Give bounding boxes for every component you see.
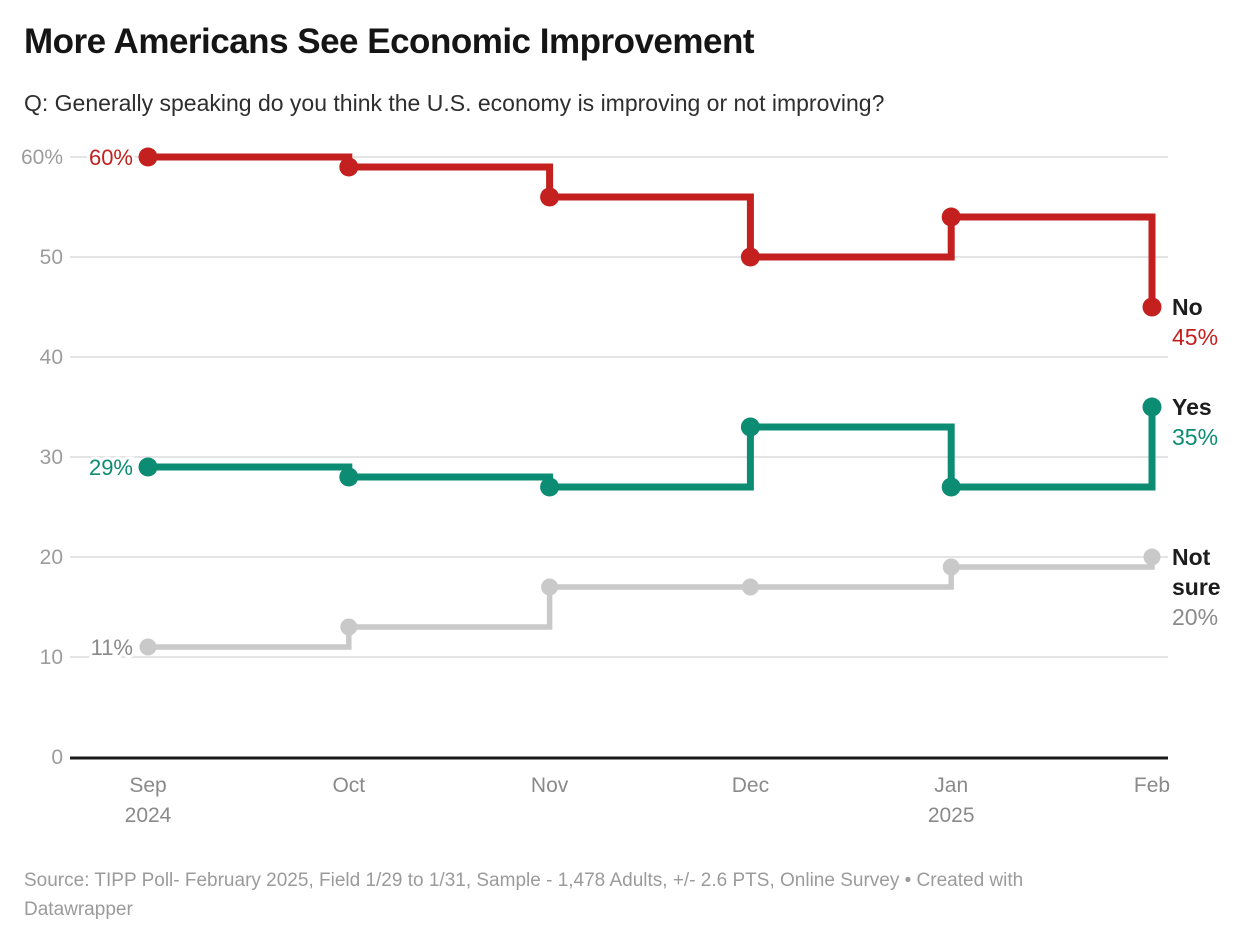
- data-point-yes: [540, 477, 560, 497]
- data-point-yes: [339, 467, 359, 487]
- source-note-line-2: Datawrapper: [24, 899, 133, 920]
- data-point-not-sure: [942, 558, 960, 576]
- chart-title: More Americans See Economic Improvement: [24, 22, 755, 61]
- data-point-not-sure: [741, 578, 759, 596]
- x-axis-tick-label: Oct: [332, 774, 365, 797]
- x-axis-tick-label: Dec: [732, 774, 769, 797]
- data-point-yes: [740, 417, 760, 437]
- data-point-no: [339, 157, 359, 177]
- end-label-value-yes: 35%: [1172, 424, 1218, 450]
- x-axis-tick-label: Jan: [934, 774, 968, 797]
- data-point-no: [540, 187, 560, 207]
- series-line-no: [148, 153, 1156, 307]
- end-label-value-not-sure: 20%: [1172, 604, 1218, 630]
- data-point-no: [740, 247, 760, 267]
- y-axis-tick-label: 60%: [21, 146, 63, 169]
- data-point-yes: [941, 477, 961, 497]
- y-axis-tick-label: 10: [40, 646, 63, 669]
- y-axis-tick-label: 0: [51, 746, 63, 769]
- end-label-name-not-sure: Not: [1172, 544, 1211, 570]
- end-label-name-not-sure: sure: [1172, 574, 1221, 600]
- data-point-not-sure: [340, 618, 358, 636]
- y-axis-tick-label: 40: [40, 346, 63, 369]
- y-axis-tick-label: 20: [40, 546, 63, 569]
- x-axis-year-label: 2024: [125, 804, 172, 827]
- data-point-not-sure: [1143, 548, 1161, 566]
- start-value-label-no: 60%: [89, 145, 133, 170]
- data-point-no: [1142, 297, 1162, 317]
- end-label-name-yes: Yes: [1172, 394, 1212, 420]
- start-value-label-yes: 29%: [89, 455, 133, 480]
- chart-subtitle: Q: Generally speaking do you think the U…: [24, 90, 885, 116]
- x-axis-year-label: 2025: [928, 804, 975, 827]
- source-note-line-1: Source: TIPP Poll- February 2025, Field …: [24, 870, 1024, 891]
- data-point-yes: [1142, 397, 1162, 417]
- end-label-name-no: No: [1172, 294, 1203, 320]
- data-point-not-sure: [139, 638, 157, 656]
- data-point-no: [138, 147, 158, 167]
- end-label-value-no: 45%: [1172, 324, 1218, 350]
- series-line-not-sure: [148, 557, 1155, 650]
- x-axis-tick-label: Sep: [129, 774, 166, 797]
- x-axis-tick-label: Feb: [1134, 774, 1170, 797]
- data-point-not-sure: [541, 578, 559, 596]
- data-point-no: [941, 207, 961, 227]
- y-axis-tick-label: 50: [40, 246, 63, 269]
- x-axis-tick-label: Nov: [531, 774, 569, 797]
- start-value-label-not-sure: 11%: [91, 635, 133, 660]
- data-point-yes: [138, 457, 158, 477]
- source-note: Source: TIPP Poll- February 2025, Field …: [24, 866, 1023, 924]
- y-axis-tick-label: 30: [40, 446, 63, 469]
- series-line-yes: [148, 407, 1156, 491]
